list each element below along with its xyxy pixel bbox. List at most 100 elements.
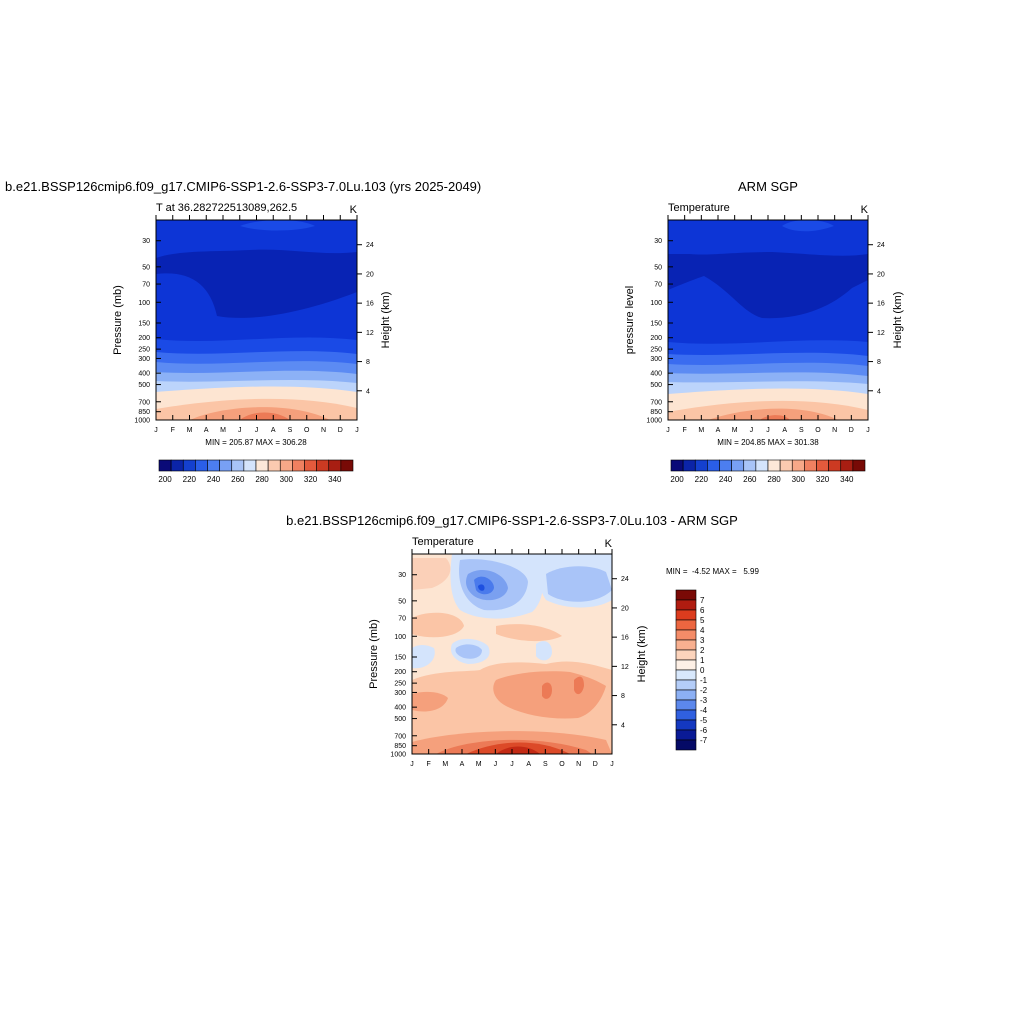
colorbar-box [804,459,817,472]
x-tick-label: J [355,427,359,434]
x-tick-label: N [321,427,326,434]
colorbar-box [195,459,208,472]
colorbar-box [340,459,354,472]
x-tick-label: J [666,427,670,434]
x-tick-label: A [526,761,531,768]
y-tick-label: 50 [142,264,150,271]
colorbar-box [791,459,805,472]
model-panel: J F M A M J J A S O N D J 30 50 70 100 150 200 250 300 400 500… [112,202,392,447]
y-tick-label: 150 [394,655,406,662]
y-right-tick-label: 12 [621,664,629,671]
colorbar-label: 320 [304,475,318,484]
colorbar-box [267,459,281,472]
x-tick-label: D [338,427,343,434]
colorbar-box [675,729,697,741]
colorbar-box [292,459,305,472]
y-right-tick-label: 8 [621,693,625,700]
colorbar-label: -1 [700,676,708,685]
colorbar-box [675,649,697,661]
colorbar-box [675,689,697,701]
x-tick-label: M [698,427,704,434]
x-tick-label: M [442,761,448,768]
colorbar-label: -6 [700,726,708,735]
y-tick-label: 400 [394,705,406,712]
x-tick-label: O [304,427,310,434]
x-tick-label: J [610,761,614,768]
model-colorbar: 200 220 240 260 280 300 320 340 [158,459,354,484]
colorbar-label: -7 [700,736,708,745]
colorbar-box [675,669,697,681]
y-tick-label: 500 [394,716,406,723]
y-tick-label: 250 [138,347,150,354]
colorbar-label: -2 [700,686,708,695]
colorbar-label: 2 [700,646,705,655]
y-tick-label: 250 [650,347,662,354]
x-tick-label: M [220,427,226,434]
colorbar-label: 340 [840,475,854,484]
colorbar-label: 7 [700,596,705,605]
colorbar-label: 200 [670,475,684,484]
diff-contours [412,554,612,754]
colorbar-label: 4 [700,626,705,635]
colorbar-label: 1 [700,656,705,665]
y-tick-label: 400 [138,371,150,378]
y-tick-label: 700 [650,399,662,406]
y-tick-label: 100 [650,300,662,307]
y-tick-label: 70 [654,282,662,289]
x-tick-label: O [559,761,565,768]
colorbar-box [852,459,866,472]
colorbar-label: 220 [695,475,709,484]
colorbar-box [316,459,330,472]
x-tick-label: M [187,427,193,434]
diff-ylabel-left: Pressure (mb) [368,619,380,689]
y-right-tick-label: 16 [877,301,885,308]
colorbar-label: 5 [700,616,705,625]
y-right-tick-label: 12 [877,330,885,337]
colorbar-box [675,599,697,611]
obs-units-label: K [861,204,869,216]
colorbar-label: 320 [816,475,830,484]
diff-plot-title: b.e21.BSSP126cmip6.f09_g17.CMIP6-SSP1-2.… [286,513,738,528]
colorbar-box [304,459,317,472]
colorbar-box [675,639,697,651]
y-right-tick-label: 4 [366,388,370,395]
obs-axes: J F M A M J J A S O N D J 30 50 70 100 150 200 250 300 400 500… [646,215,885,434]
colorbar-label: 340 [328,475,342,484]
colorbar-box [675,679,697,691]
colorbar-label: 0 [700,666,705,675]
colorbar-box [675,619,697,631]
y-tick-label: 300 [138,356,150,363]
y-tick-label: 30 [142,238,150,245]
x-tick-label: J [255,427,259,434]
x-tick-label: D [849,427,854,434]
diff-stats-box: MIN = -4.52 MAX = 5.99 [666,567,759,576]
model-axes: J F M A M J J A S O N D J 30 50 70 100 150 200 250 300 400 500… [134,215,374,434]
colorbar-box [694,459,708,472]
colorbar-label: 260 [743,475,757,484]
colorbar-box [675,709,697,721]
x-tick-label: A [271,427,276,434]
diff-axes: J F M A M J J A S O N D J 30 50 70 100 150 200 250 300 400 500… [390,549,629,768]
colorbar-label: 260 [231,475,245,484]
y-tick-label: 50 [398,598,406,605]
model-ylabel-right: Height (km) [380,292,392,349]
colorbar-box [779,459,793,472]
colorbar-box [675,629,697,641]
y-right-tick-label: 4 [877,388,881,395]
y-tick-label: 700 [394,733,406,740]
x-tick-label: S [288,427,293,434]
y-tick-label: 300 [394,690,406,697]
obs-stats: MIN = 204.85 MAX = 301.38 [717,438,819,447]
x-tick-label: J [510,761,514,768]
y-tick-label: 250 [394,681,406,688]
obs-panel: J F M A M J J A S O N D J 30 50 70 100 150 200 250 300 400 500… [624,202,904,447]
x-tick-label: J [766,427,770,434]
colorbar-box [675,699,697,711]
colorbar-box [828,459,842,472]
y-tick-label: 70 [142,282,150,289]
colorbar-box [255,459,269,472]
colorbar-box [158,459,172,472]
y-tick-label: 200 [650,335,662,342]
x-tick-label: M [732,427,738,434]
